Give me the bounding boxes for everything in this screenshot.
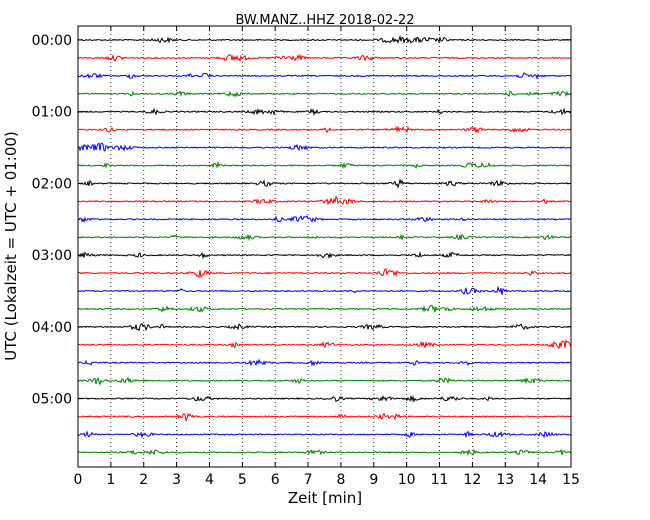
x-tick-label: 9: [369, 472, 378, 488]
trace-01-15: [77, 125, 572, 135]
trace-04-15: [77, 339, 572, 350]
trace-00-15: [77, 53, 572, 63]
x-tick-label: 14: [529, 472, 547, 488]
y-tick-label: 05:00: [32, 392, 72, 408]
x-tick-label: 3: [172, 472, 181, 488]
x-axis-label: Zeit [min]: [288, 489, 362, 507]
y-tick-label: 00:00: [32, 33, 72, 49]
trace-03-15: [77, 268, 572, 279]
trace-02-00: [77, 179, 572, 189]
chart-title: BW.MANZ..HHZ 2018-02-22: [235, 13, 414, 28]
trace-00-30: [77, 72, 572, 80]
x-tick-label: 11: [431, 472, 449, 488]
x-tick-label: 13: [496, 472, 514, 488]
vertical-grid: [110, 26, 539, 467]
x-tick-label: 7: [304, 472, 313, 488]
trace-05-00: [77, 394, 572, 403]
x-tick-label: 15: [562, 472, 580, 488]
y-tick-label: 02:00: [32, 176, 72, 192]
y-axis-ticks: 00:00 01:00 02:00 03:00 04:00 05:00: [32, 33, 571, 408]
x-tick-label: 1: [106, 472, 115, 488]
plot-frame: [77, 25, 572, 468]
trace-04-00: [77, 323, 572, 332]
x-tick-label: 12: [463, 472, 481, 488]
x-tick-label: 6: [271, 472, 280, 488]
trace-05-30: [77, 430, 572, 439]
y-tick-label: 03:00: [32, 248, 72, 264]
y-tick-label: 01:00: [32, 105, 72, 121]
x-tick-label: 4: [205, 472, 214, 488]
trace-00-45: [77, 90, 572, 98]
y-tick-label: 04:00: [32, 320, 72, 336]
x-tick-label: 2: [139, 472, 148, 488]
trace-02-30: [77, 215, 572, 224]
trace-05-15: [77, 412, 572, 422]
trace-02-45: [77, 233, 572, 242]
x-tick-label: 10: [398, 472, 416, 488]
trace-03-30: [77, 285, 572, 296]
trace-01-00: [77, 107, 572, 117]
x-tick-label: 8: [336, 472, 345, 488]
x-tick-label: 0: [74, 472, 83, 488]
trace-02-15: [77, 195, 572, 206]
trace-03-45: [77, 304, 572, 313]
trace-04-45: [77, 376, 572, 386]
trace-05-45: [77, 448, 572, 457]
x-axis-ticks: 0 1 2 3 4 5 6 7 8 9 10 11 12 13 14 15: [74, 26, 580, 488]
x-tick-label: 5: [238, 472, 247, 488]
trace-00-00: [77, 34, 572, 44]
seismic-traces: [77, 34, 572, 457]
trace-01-30: [77, 142, 572, 152]
trace-03-00: [77, 250, 572, 260]
y-axis-label: UTC (Lokalzeit = UTC + 01:00): [2, 131, 20, 361]
trace-04-30: [77, 358, 572, 367]
trace-01-45: [77, 161, 572, 170]
